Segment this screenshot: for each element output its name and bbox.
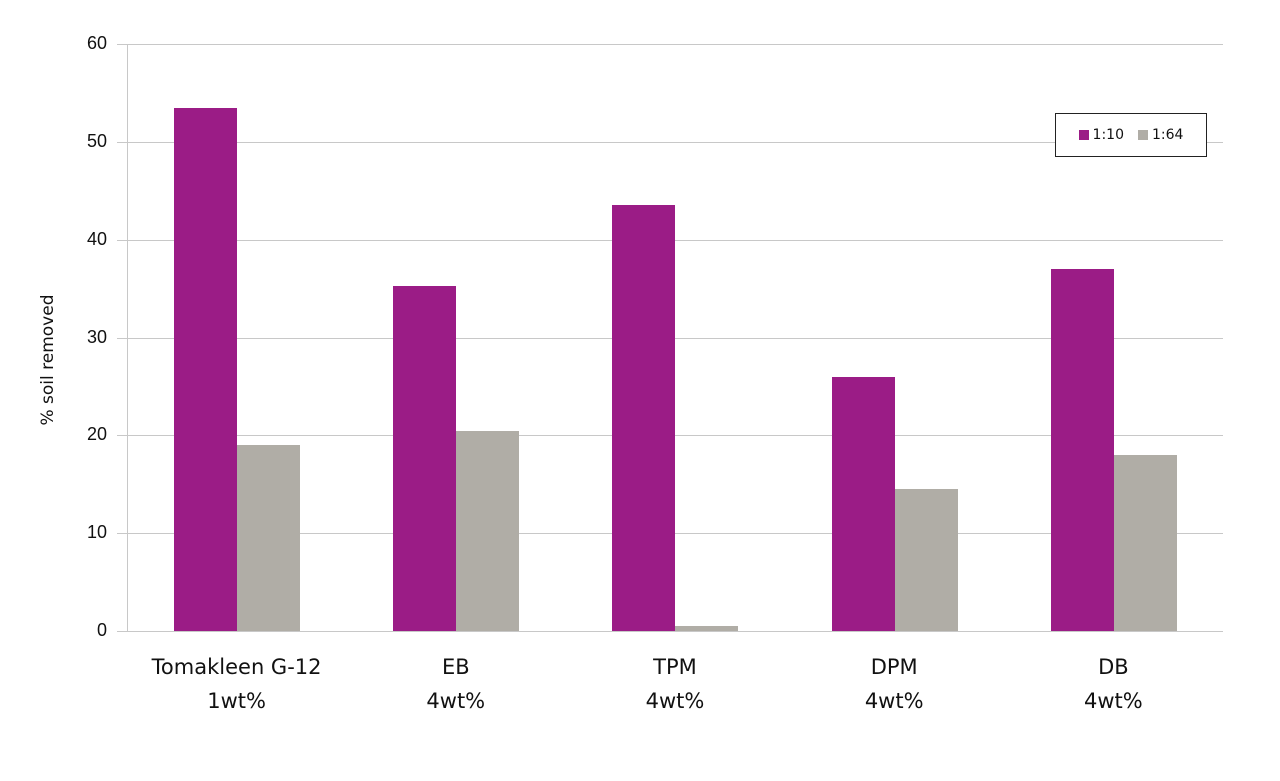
gridline bbox=[117, 142, 1223, 143]
x-tick-label: EB 4wt% bbox=[426, 655, 486, 713]
y-tick-label: 0 bbox=[96, 620, 107, 640]
bar-1-64-3 bbox=[894, 489, 958, 631]
x-tick-label: TPM 4wt% bbox=[645, 655, 705, 713]
bar-1-64-4 bbox=[1113, 454, 1177, 631]
legend-item-series-0: 1:10 bbox=[1078, 127, 1124, 143]
bar-1-10-0 bbox=[174, 107, 237, 631]
y-tick-label: 20 bbox=[86, 424, 107, 444]
x-tick-label: DB 4wt% bbox=[1084, 655, 1143, 713]
y-tick-label: 50 bbox=[86, 131, 107, 151]
legend-swatch-icon bbox=[1078, 130, 1089, 140]
bar-1-64-2 bbox=[675, 626, 739, 631]
x-tick-label: DPM 4wt% bbox=[864, 655, 924, 713]
bar-1-64-1 bbox=[456, 431, 520, 631]
legend-label: 1:10 bbox=[1092, 127, 1124, 143]
legend-item-series-1: 1:64 bbox=[1138, 127, 1183, 143]
y-axis-line bbox=[127, 44, 128, 631]
bar-1-10-4 bbox=[1050, 269, 1114, 631]
y-tick-label: 10 bbox=[86, 522, 107, 542]
gridline bbox=[117, 44, 1223, 45]
y-axis-label: % soil removed bbox=[38, 294, 58, 426]
legend-label: 1:64 bbox=[1152, 127, 1184, 143]
gridline bbox=[117, 631, 1223, 632]
bar-1-10-1 bbox=[393, 285, 457, 631]
y-tick-label: 40 bbox=[86, 229, 107, 249]
bar-1-64-0 bbox=[237, 445, 300, 631]
y-tick-label: 30 bbox=[86, 327, 107, 347]
legend-swatch-icon bbox=[1138, 130, 1148, 140]
bar-1-10-3 bbox=[831, 376, 895, 631]
x-tick-label: Tomakleen G-12 1wt% bbox=[151, 655, 322, 713]
bar-1-10-2 bbox=[612, 205, 676, 631]
legend: 1:10 1:64 bbox=[1055, 113, 1207, 157]
y-tick-label: 60 bbox=[86, 33, 107, 53]
